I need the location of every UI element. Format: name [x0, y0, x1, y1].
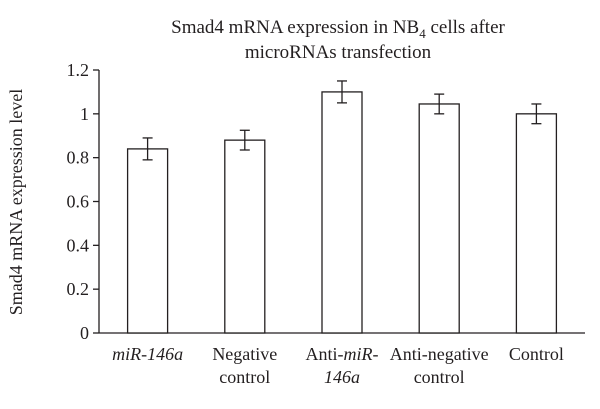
- x-tick-label-3: Anti-negative control: [390, 344, 489, 387]
- y-tick-label-1: 0.2: [67, 279, 90, 299]
- bar-3: [418, 103, 460, 334]
- chart-title: Smad4 mRNA expression in NB4 cells after…: [171, 17, 505, 63]
- y-tick-label-6: 1.2: [67, 60, 90, 80]
- plot-area: 0 0.2 0.4 0.6 0.8 1 1.2 miR-146a Negative control…: [67, 60, 585, 387]
- bar-1: [224, 139, 266, 334]
- y-tick-label-5: 1: [80, 104, 89, 124]
- x-tick-label-1: Negative control: [212, 344, 277, 387]
- y-tick-label-3: 0.6: [67, 192, 90, 212]
- x-tick-label-2: Anti-miR-146a: [306, 344, 379, 387]
- bar-4: [515, 113, 558, 334]
- y-axis-label: Smad4 mRNA expression level: [6, 89, 26, 315]
- y-tick-label-2: 0.4: [67, 235, 90, 255]
- x-tick-label-4: Control: [509, 344, 564, 364]
- chart-title-line-2: microRNAs transfection: [245, 42, 432, 63]
- x-tick-label-0: miR-146a: [112, 344, 183, 364]
- chart-title-line-1: Smad4 mRNA expression in NB4 cells after: [171, 17, 505, 41]
- bar-0: [126, 148, 169, 334]
- y-tick-label-0: 0: [80, 323, 89, 343]
- bar-2: [321, 91, 363, 334]
- y-tick-label-4: 0.8: [67, 148, 90, 168]
